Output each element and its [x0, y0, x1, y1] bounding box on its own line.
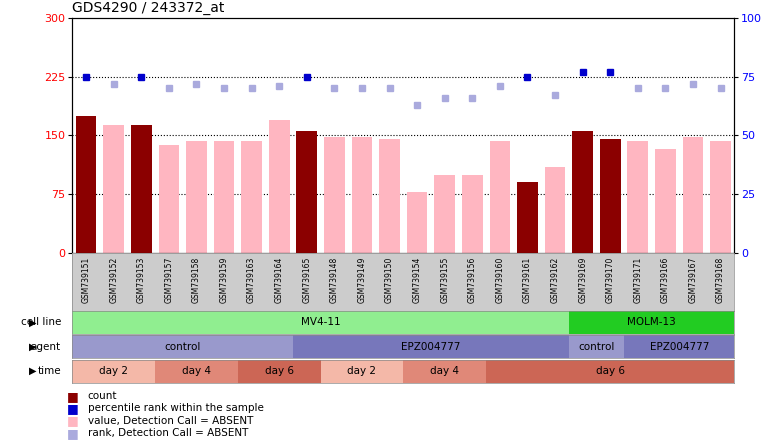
Bar: [435, 174, 455, 253]
Text: GSM739171: GSM739171: [633, 257, 642, 303]
Text: GSM739154: GSM739154: [412, 257, 422, 303]
Bar: [407, 192, 428, 253]
Text: agent: agent: [30, 342, 61, 352]
Text: MOLM-13: MOLM-13: [627, 317, 676, 327]
Bar: [158, 145, 179, 253]
Bar: [379, 139, 400, 253]
Text: GSM739150: GSM739150: [385, 257, 394, 303]
Text: ■: ■: [66, 402, 78, 415]
Text: control: control: [164, 342, 201, 352]
Text: ■: ■: [66, 427, 78, 440]
Bar: [103, 125, 124, 253]
Bar: [683, 137, 703, 253]
Bar: [624, 335, 734, 358]
Text: day 6: day 6: [596, 366, 625, 376]
Text: ▶: ▶: [29, 317, 37, 327]
Text: ▶: ▶: [29, 366, 37, 376]
Text: day 4: day 4: [430, 366, 459, 376]
Bar: [155, 360, 237, 383]
Text: EPZ004777: EPZ004777: [401, 342, 460, 352]
Bar: [568, 335, 624, 358]
Text: day 6: day 6: [265, 366, 294, 376]
Bar: [486, 360, 734, 383]
Bar: [297, 131, 317, 253]
Text: rank, Detection Call = ABSENT: rank, Detection Call = ABSENT: [88, 428, 248, 438]
Text: value, Detection Call = ABSENT: value, Detection Call = ABSENT: [88, 416, 253, 426]
Text: GSM739152: GSM739152: [109, 257, 118, 303]
Text: GSM739159: GSM739159: [219, 257, 228, 303]
Text: ■: ■: [66, 389, 78, 403]
Bar: [572, 131, 593, 253]
Text: GSM739164: GSM739164: [275, 257, 284, 303]
Text: GSM739169: GSM739169: [578, 257, 587, 303]
Text: control: control: [578, 342, 615, 352]
Text: GSM739167: GSM739167: [689, 257, 698, 303]
Bar: [131, 125, 151, 253]
Bar: [324, 137, 345, 253]
Text: GSM739149: GSM739149: [358, 257, 367, 303]
Text: time: time: [37, 366, 61, 376]
Text: GSM739165: GSM739165: [302, 257, 311, 303]
Text: day 2: day 2: [348, 366, 377, 376]
Text: percentile rank within the sample: percentile rank within the sample: [88, 404, 263, 413]
Text: GSM739158: GSM739158: [192, 257, 201, 303]
Text: day 2: day 2: [99, 366, 128, 376]
Text: GSM739151: GSM739151: [81, 257, 91, 303]
Bar: [352, 137, 372, 253]
Bar: [269, 120, 289, 253]
Text: GSM739153: GSM739153: [137, 257, 146, 303]
Text: GSM739157: GSM739157: [164, 257, 174, 303]
Bar: [320, 360, 403, 383]
Bar: [72, 311, 568, 334]
Text: ▶: ▶: [29, 342, 37, 352]
Bar: [293, 335, 569, 358]
Text: MV4-11: MV4-11: [301, 317, 340, 327]
Text: GSM739148: GSM739148: [330, 257, 339, 303]
Bar: [462, 174, 482, 253]
Text: cell line: cell line: [21, 317, 61, 327]
Text: GSM739161: GSM739161: [523, 257, 532, 303]
Bar: [186, 141, 207, 253]
Text: GSM739155: GSM739155: [440, 257, 449, 303]
Bar: [710, 141, 731, 253]
Bar: [241, 141, 262, 253]
Text: day 4: day 4: [182, 366, 211, 376]
Text: count: count: [88, 391, 117, 401]
Text: GSM739170: GSM739170: [606, 257, 615, 303]
Text: GSM739160: GSM739160: [495, 257, 505, 303]
Bar: [76, 116, 97, 253]
Bar: [655, 149, 676, 253]
Bar: [545, 167, 565, 253]
Bar: [600, 139, 620, 253]
Bar: [568, 311, 734, 334]
Bar: [628, 141, 648, 253]
Text: GDS4290 / 243372_at: GDS4290 / 243372_at: [72, 1, 224, 16]
Bar: [517, 182, 538, 253]
Bar: [489, 141, 510, 253]
Text: GSM739163: GSM739163: [247, 257, 256, 303]
Bar: [214, 141, 234, 253]
Text: GSM739162: GSM739162: [550, 257, 559, 303]
Bar: [72, 360, 155, 383]
Text: GSM739166: GSM739166: [661, 257, 670, 303]
Text: GSM739156: GSM739156: [468, 257, 477, 303]
Bar: [403, 360, 486, 383]
Bar: [237, 360, 320, 383]
Text: GSM739168: GSM739168: [716, 257, 725, 303]
Bar: [72, 335, 293, 358]
Text: EPZ004777: EPZ004777: [649, 342, 709, 352]
Text: ■: ■: [66, 414, 78, 428]
